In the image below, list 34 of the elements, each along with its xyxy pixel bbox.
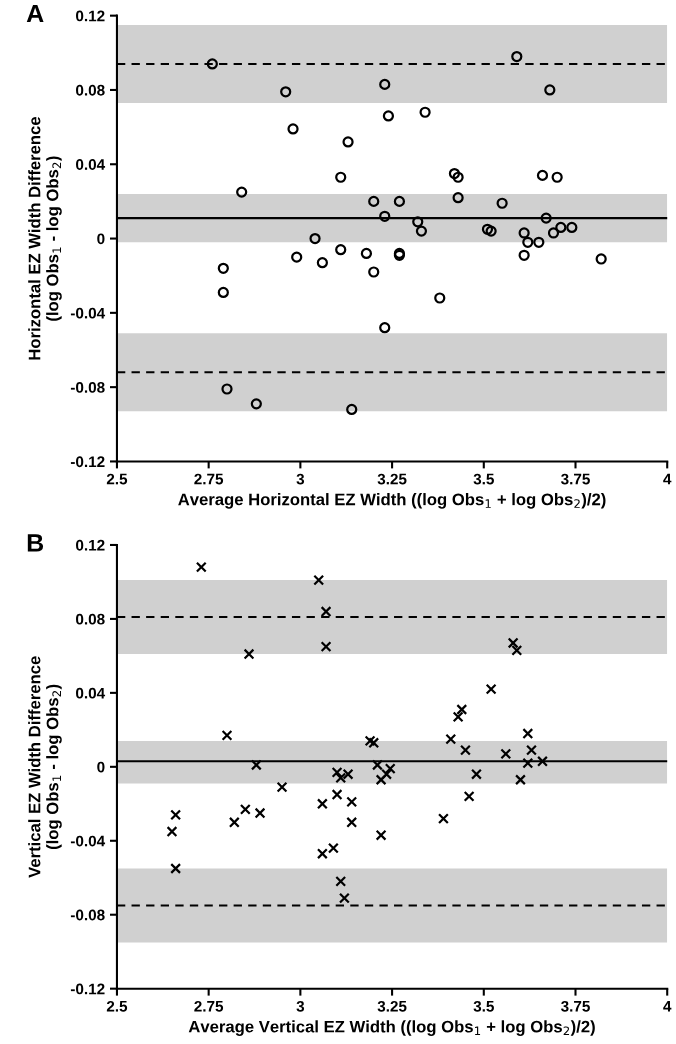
y-tick-label: 0.08 [76, 84, 105, 96]
y-tick-label: 0 [97, 233, 105, 245]
y-tick-label: -0.08 [70, 382, 105, 393]
x-tick-label: 2.5 [106, 473, 128, 485]
y-tick-label: 0.04 [76, 159, 106, 170]
x-tick-label: 2.75 [194, 1000, 224, 1012]
y-tick-label: 0.04 [76, 687, 106, 699]
x-tick-label: 2.5 [106, 1000, 128, 1012]
y-tick-label: 0 [97, 761, 105, 773]
y-tick-label: 0.12 [76, 10, 105, 22]
y-axis-title: Horizontal EZ Width Difference (log Obs$_{1}$ - log Obs$_{2}$) [28, 116, 62, 360]
y-tick-label: -0.04 [70, 835, 106, 847]
x-tick-label: 4 [663, 1001, 672, 1012]
x-tick-label: 3.75 [560, 473, 590, 485]
x-tick-label: 4 [663, 473, 672, 485]
y-tick-label: 0.12 [76, 539, 105, 551]
x-axis-title: Average Horizontal EZ Width ((log Obs$_{1}$ + log Obs$_{2}$)/2) [178, 493, 606, 509]
x-tick-label: 3.25 [377, 1000, 407, 1012]
x-tick-label: 3.25 [377, 473, 407, 485]
y-tick-label: -0.08 [70, 909, 105, 921]
text: A [26, 4, 44, 23]
x-tick-label: 3.5 [473, 1000, 494, 1012]
y-tick-label: -0.12 [70, 456, 105, 468]
y-axis-title: Vertical EZ Width Difference (log Obs$_{1}$ - log Obs$_{2}$) [28, 656, 62, 878]
text: B [27, 534, 44, 552]
x-tick-label: 3 [296, 1000, 305, 1012]
x-tick-label: 3 [296, 473, 305, 485]
y-tick-label: -0.04 [70, 307, 106, 319]
x-tick-label: 3.75 [560, 1000, 590, 1012]
x-axis-title: Average Vertical EZ Width ((log Obs$_{1}$ + log Obs$_{2}$)/2) [188, 1020, 595, 1036]
x-tick-label: 3.5 [473, 473, 494, 485]
x-tick-label: 2.75 [194, 473, 224, 485]
y-tick-label: -0.12 [70, 983, 105, 995]
y-tick-label: 0.08 [76, 613, 105, 625]
